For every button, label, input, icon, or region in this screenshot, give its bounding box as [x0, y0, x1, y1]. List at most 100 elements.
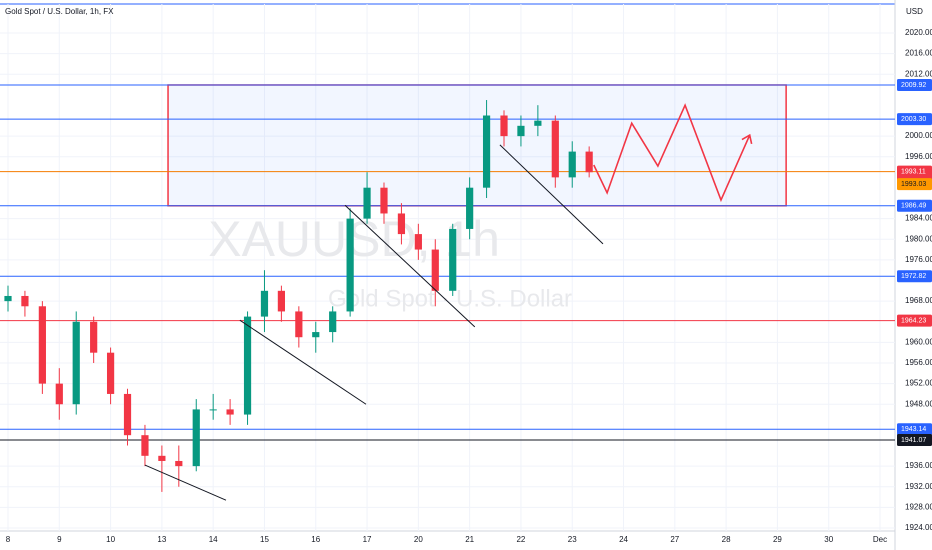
currency: USD [906, 7, 923, 16]
candle-body [449, 228, 457, 291]
y-tick-label: 1968.00 [905, 296, 932, 305]
price-tag-bg [897, 113, 932, 126]
y-tick-label: 1996.00 [905, 152, 932, 161]
candle-body [295, 311, 303, 338]
price-tag-bg [897, 270, 932, 283]
candle-body [38, 306, 46, 384]
candle-body [568, 151, 576, 178]
candle-body [158, 455, 166, 461]
price-tag: 1941.07 [901, 437, 926, 444]
y-tick-label: 2020.00 [905, 28, 932, 37]
price-tag: 1972.82 [901, 273, 926, 280]
candle-body [4, 295, 12, 302]
candle-body [551, 120, 559, 178]
y-tick-label: 1956.00 [905, 358, 932, 367]
x-tick-label: Dec [873, 535, 887, 544]
trendline [344, 204, 476, 328]
x-tick-label: 8 [6, 535, 11, 544]
x-tick-label: 17 [363, 535, 372, 544]
candle-body [500, 115, 508, 137]
x-tick-label: 15 [260, 535, 269, 544]
candle-body [466, 187, 474, 229]
last-price: 1993.03 [901, 181, 926, 188]
y-tick-label: 1980.00 [905, 234, 932, 243]
price-tag: 1993.11 [901, 168, 926, 175]
y-tick-label: 1960.00 [905, 337, 932, 346]
y-tick-label: 1924.00 [905, 523, 932, 532]
candle-body [55, 383, 63, 405]
price-tag-bg [897, 423, 932, 436]
candle-body [123, 393, 132, 436]
candle-body [329, 311, 337, 333]
candle-body [243, 316, 252, 415]
candle-body [534, 120, 542, 126]
candle-body [90, 321, 98, 353]
candle-body [277, 290, 285, 312]
x-tick-label: 13 [157, 535, 166, 544]
x-tick-label: 23 [568, 535, 577, 544]
candle-body [482, 115, 491, 188]
x-tick-label: 16 [311, 535, 320, 544]
x-tick-label: 27 [670, 535, 679, 544]
trendline [144, 464, 227, 501]
price-tag-bg [897, 199, 932, 212]
candle-body [260, 290, 269, 317]
projection-arrowhead [741, 133, 753, 145]
x-tick-label: 14 [209, 535, 218, 544]
price-tag: 2009.92 [901, 82, 926, 89]
candle-body [226, 409, 234, 415]
y-tick-label: 1936.00 [905, 461, 932, 470]
y-tick-label: 1928.00 [905, 502, 932, 511]
y-tick-label: 1984.00 [905, 214, 932, 223]
candle-body [312, 332, 320, 338]
y-tick-label: 1976.00 [905, 255, 932, 264]
y-tick-label: 2012.00 [905, 69, 932, 78]
price-tag: 1986.49 [901, 203, 926, 210]
y-tick-label: 1952.00 [905, 379, 932, 388]
x-tick-label: 28 [722, 535, 731, 544]
y-tick-label: 2000.00 [905, 131, 932, 140]
candle-body [175, 460, 183, 467]
candle-body [72, 321, 80, 405]
x-tick-label: 9 [57, 535, 62, 544]
last-price-bg [897, 178, 932, 191]
candle-body [141, 435, 149, 456]
price-tag: 1964.23 [901, 317, 926, 324]
price-tag: 1943.14 [901, 426, 926, 433]
candle-body [431, 249, 439, 291]
projection-path [593, 103, 751, 203]
price-tag: 2003.30 [901, 116, 926, 123]
y-tick-label: 1932.00 [905, 482, 932, 491]
candle-body [209, 409, 217, 411]
candle-body [106, 352, 115, 394]
candle-body [346, 218, 354, 312]
candle-body [192, 409, 200, 467]
chart-title: Gold Spot / U.S. Dollar, 1h, FX [5, 7, 114, 16]
candle-body [517, 125, 525, 137]
candle-body [380, 187, 388, 214]
price-tag-bg [897, 314, 932, 327]
candle-body [363, 187, 371, 219]
x-tick-label: 24 [619, 535, 628, 544]
price-tag-bg [897, 78, 932, 91]
y-tick-label: 2016.00 [905, 49, 932, 58]
x-tick-label: 30 [824, 535, 833, 544]
candle-body [397, 213, 406, 235]
x-tick-label: 21 [465, 535, 474, 544]
candle-body [414, 234, 422, 250]
x-tick-label: 22 [516, 535, 525, 544]
plot: 2020.00 2016.00 2012.00 2000.00 1996.00 1984.… [0, 28, 932, 544]
trendline [239, 319, 367, 405]
y-tick-label: 1948.00 [905, 399, 932, 408]
grid [0, 4, 895, 531]
price-tag-bg [897, 433, 932, 446]
candle-body [21, 295, 29, 307]
x-tick-label: 20 [414, 535, 423, 544]
zone [167, 84, 787, 207]
candle-body [585, 151, 593, 173]
x-tick-label: 10 [106, 535, 115, 544]
x-tick-label: 29 [773, 535, 782, 544]
trendline [499, 144, 604, 245]
